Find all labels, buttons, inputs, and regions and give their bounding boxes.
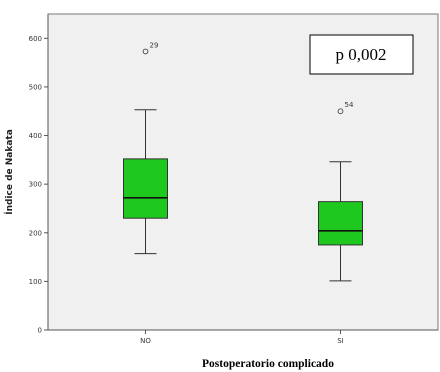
y-tick-label: 600 bbox=[29, 35, 42, 43]
outlier-label: 54 bbox=[345, 101, 354, 109]
interquartile-box bbox=[318, 201, 363, 246]
outlier-point bbox=[142, 48, 149, 55]
boxes-layer: 29 54 bbox=[123, 41, 363, 282]
box-si: 54 bbox=[318, 101, 363, 282]
outlier-point bbox=[337, 108, 344, 115]
box-no: 29 bbox=[123, 41, 168, 255]
p-value-box: p 0,002 bbox=[309, 34, 414, 75]
y-tick-label: 200 bbox=[29, 229, 42, 237]
p-value-label: p 0,002 bbox=[336, 45, 387, 64]
x-tick-label: SI bbox=[337, 337, 344, 345]
x-tick-label: NO bbox=[140, 337, 151, 345]
y-tick-label: 500 bbox=[29, 83, 42, 91]
y-tick-label: 400 bbox=[29, 132, 42, 140]
x-axis-title: Postoperatorio complicado bbox=[202, 358, 334, 370]
x-axis: NO SI bbox=[48, 329, 438, 345]
y-tick-label: 0 bbox=[38, 327, 42, 335]
p-value-frame bbox=[309, 34, 414, 75]
y-axis: 0 100 200 300 400 500 600 bbox=[29, 14, 49, 335]
y-tick-label: 300 bbox=[29, 181, 42, 189]
y-tick-label: 100 bbox=[29, 278, 42, 286]
outlier-label: 29 bbox=[150, 41, 159, 49]
interquartile-box bbox=[123, 158, 168, 219]
y-axis-title: Índice de Nakata bbox=[3, 129, 15, 215]
